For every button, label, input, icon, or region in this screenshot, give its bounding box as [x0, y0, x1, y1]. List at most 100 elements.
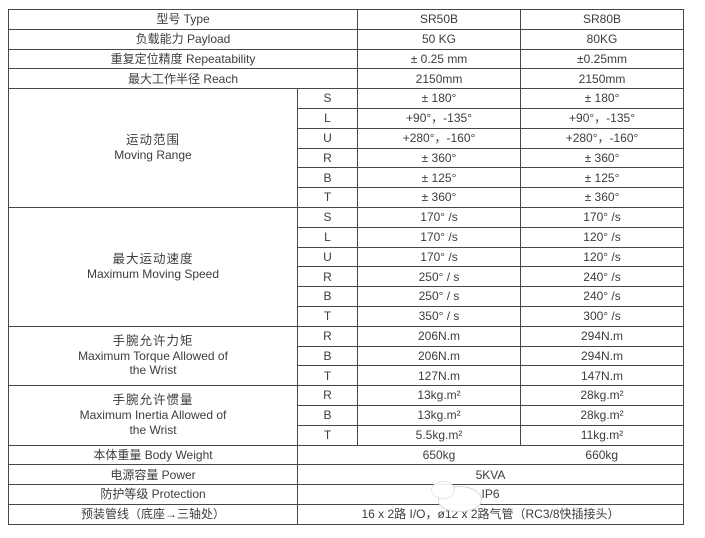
value-cell: 28kg.m²	[520, 385, 685, 406]
value-cell: +90°，-135°	[357, 107, 522, 129]
payload-sr80-value: 80KG	[520, 28, 685, 50]
row-torque-r: 手腕允许力矩 Maximum Torque Allowed of the Wri…	[8, 325, 685, 387]
value-cell: ± 360°	[520, 147, 685, 169]
row-moving-range-l: L +90°，-135° +90°，-135°	[9, 107, 685, 129]
max-torque-label-en2: the Wrist	[129, 363, 177, 378]
type-label: 型号 Type	[7, 9, 359, 30]
axis-cell: R	[296, 266, 359, 288]
value-cell: 127N.m	[357, 365, 522, 387]
axis-cell: U	[296, 246, 359, 268]
row-payload: 负载能力 Payload 50 KG 80KG	[7, 28, 685, 50]
repeatability-sr80-value: ±0.25mm	[520, 48, 685, 70]
axis-cell: U	[296, 127, 359, 149]
value-cell: 13kg.m²	[357, 404, 522, 426]
piping-value: 16 x 2路 I/O，ø12 x 2路气管（RC3/8快插接头）	[296, 503, 685, 526]
row-speed-t: T 350° / s 300° /s	[9, 305, 685, 327]
value-cell: +280°，-160°	[357, 127, 522, 149]
axis-cell: R	[296, 147, 359, 169]
reach-sr50-value: 2150mm	[357, 68, 522, 90]
value-cell: 147N.m	[520, 365, 685, 387]
row-piping: 预装管线（底座→三轴处） 16 x 2路 I/O，ø12 x 2路气管（RC3/…	[8, 503, 685, 526]
max-inertia-section-label: 手腕允许惯量 Maximum Inertia Allowed of the Wr…	[8, 385, 298, 446]
axis-cell: B	[296, 404, 359, 426]
value-cell: 13kg.m²	[357, 385, 522, 406]
value-cell: 250° / s	[357, 286, 522, 307]
value-cell: 206N.m	[357, 325, 522, 347]
value-cell: 120° /s	[520, 246, 685, 268]
value-cell: 120° /s	[520, 226, 685, 248]
value-cell: 170° /s	[357, 226, 522, 248]
value-cell: 250° / s	[357, 266, 522, 288]
value-cell: ± 180°	[357, 88, 522, 109]
value-cell: 294N.m	[520, 325, 685, 347]
payload-label: 负载能力 Payload	[7, 28, 359, 50]
value-cell: ± 180°	[520, 88, 685, 109]
reach-sr80-value: 2150mm	[520, 68, 685, 90]
value-cell: 206N.m	[357, 345, 522, 367]
type-sr50-value: SR50B	[357, 9, 522, 30]
value-cell: ± 125°	[520, 167, 685, 189]
value-cell: 28kg.m²	[520, 404, 685, 426]
moving-range-section-label: 运动范围 Moving Range	[8, 88, 298, 208]
value-cell: 350° / s	[357, 305, 522, 327]
value-cell: +280°，-160°	[520, 127, 685, 149]
row-inertia-t: T 5.5kg.m² 11kg.m²	[9, 424, 685, 446]
moving-range-label-en: Moving Range	[114, 148, 192, 163]
value-cell: 300° /s	[520, 305, 685, 327]
repeatability-label: 重复定位精度 Repeatability	[7, 48, 359, 70]
value-cell: 170° /s	[520, 206, 685, 228]
protection-value: IP6	[296, 484, 685, 505]
row-speed-u: U 170° /s 120° /s	[9, 246, 685, 268]
moving-range-label-zh: 运动范围	[125, 133, 180, 148]
reach-label: 最大工作半径 Reach	[7, 68, 359, 90]
max-torque-label-zh: 手腕允许力矩	[112, 334, 194, 349]
row-reach: 最大工作半径 Reach 2150mm 2150mm	[7, 68, 685, 90]
max-torque-label-en1: Maximum Torque Allowed of	[78, 349, 228, 364]
type-sr80-value: SR80B	[520, 9, 685, 30]
value-cell: ± 360°	[357, 187, 522, 208]
body-weight-sr80-value: 660kg	[520, 444, 685, 466]
axis-cell: L	[296, 226, 359, 248]
value-cell: ± 360°	[357, 147, 522, 169]
axis-cell: B	[296, 286, 359, 307]
body-weight-sr50-value: 650kg	[357, 444, 521, 466]
row-moving-range-t: T ± 360° ± 360°	[9, 187, 685, 208]
repeatability-sr50-value: ± 0.25 mm	[357, 48, 522, 70]
axis-cell: R	[296, 385, 359, 406]
axis-cell: S	[296, 206, 359, 228]
max-speed-section-label: 最大运动速度 Maximum Moving Speed	[8, 206, 298, 327]
piping-label: 预装管线（底座→三轴处）	[8, 503, 298, 526]
row-torque-b: B 206N.m 294N.m	[9, 345, 685, 367]
max-torque-section-label: 手腕允许力矩 Maximum Torque Allowed of the Wri…	[8, 325, 298, 387]
watermark-blob	[431, 481, 482, 512]
value-cell: 240° /s	[520, 286, 685, 307]
body-weight-spacer	[296, 444, 358, 466]
row-type: 型号 Type SR50B SR80B	[7, 9, 685, 30]
max-speed-label-zh: 最大运动速度	[112, 252, 194, 267]
payload-sr50-value: 50 KG	[357, 28, 522, 50]
axis-cell: B	[296, 167, 359, 189]
robot-spec-table: 型号 Type SR50B SR80B 负载能力 Payload 50 KG 8…	[7, 9, 685, 526]
axis-cell: S	[296, 88, 359, 109]
axis-cell: T	[296, 305, 359, 327]
power-value: 5KVA	[296, 464, 685, 486]
value-cell: 5.5kg.m²	[357, 424, 522, 446]
row-speed-l: L 170° /s 120° /s	[9, 226, 685, 248]
row-protection: 防护等级 Protection IP6	[8, 484, 685, 505]
row-moving-range-s: 运动范围 Moving Range S ± 180° ± 180°	[8, 88, 685, 208]
row-speed-r: R 250° / s 240° /s	[9, 266, 685, 288]
protection-label: 防护等级 Protection	[8, 484, 298, 505]
max-inertia-label-en2: the Wrist	[129, 422, 177, 437]
max-inertia-label-zh: 手腕允许惯量	[112, 393, 194, 408]
max-inertia-label-en1: Maximum Inertia Allowed of	[79, 408, 227, 423]
value-cell: 11kg.m²	[520, 424, 685, 446]
row-speed-b: B 250° / s 240° /s	[9, 286, 685, 307]
body-weight-label: 本体重量 Body Weight	[8, 444, 298, 466]
value-cell: 170° /s	[357, 246, 522, 268]
power-label: 电源容量 Power	[8, 464, 298, 486]
row-speed-s: 最大运动速度 Maximum Moving Speed S 170° /s 17…	[8, 206, 685, 327]
axis-cell: L	[296, 107, 359, 129]
row-repeatability: 重复定位精度 Repeatability ± 0.25 mm ±0.25mm	[7, 48, 685, 70]
value-cell: ± 125°	[357, 167, 522, 189]
